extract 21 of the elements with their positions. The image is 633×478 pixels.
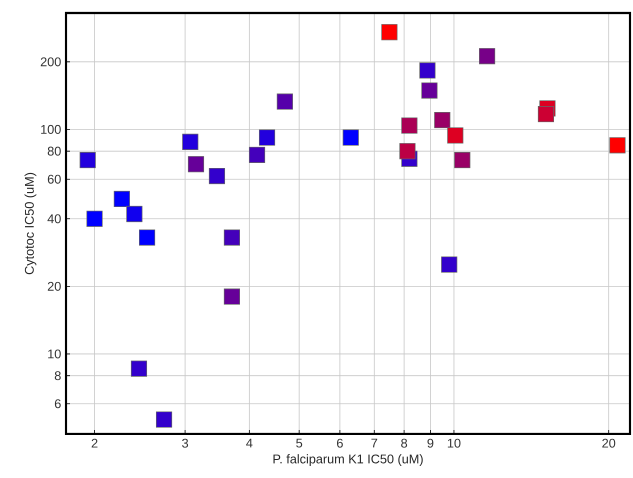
x-tick-label: 7 xyxy=(371,438,378,448)
x-tick-label: 8 xyxy=(401,438,408,448)
y-tick-label: 20 xyxy=(48,282,61,291)
y-axis-title: Cytotoc IC50 (uM) xyxy=(24,172,36,274)
y-tick-label: 10 xyxy=(48,349,61,358)
y-tick-label: 40 xyxy=(48,214,61,224)
y-tick-label: 60 xyxy=(48,174,61,184)
y-tick-label: 80 xyxy=(48,146,61,156)
y-tick-label: 8 xyxy=(54,371,61,380)
x-tick-label: 9 xyxy=(427,438,434,448)
x-tick-label: 4 xyxy=(246,438,252,448)
x-tick-label: 20 xyxy=(602,438,616,448)
x-tick-label: 6 xyxy=(337,438,343,448)
x-axis-title: P. falciparum K1 IC50 (uM) xyxy=(273,454,423,466)
x-tick-label: 3 xyxy=(182,438,188,448)
y-tick-label: 6 xyxy=(54,399,61,408)
y-tick-label: 200 xyxy=(40,57,61,66)
y-tick-label: 100 xyxy=(41,124,61,134)
x-tick-label: 5 xyxy=(296,438,302,448)
x-tick-label: 2 xyxy=(92,438,98,448)
x-tick-label: 10 xyxy=(448,438,460,448)
